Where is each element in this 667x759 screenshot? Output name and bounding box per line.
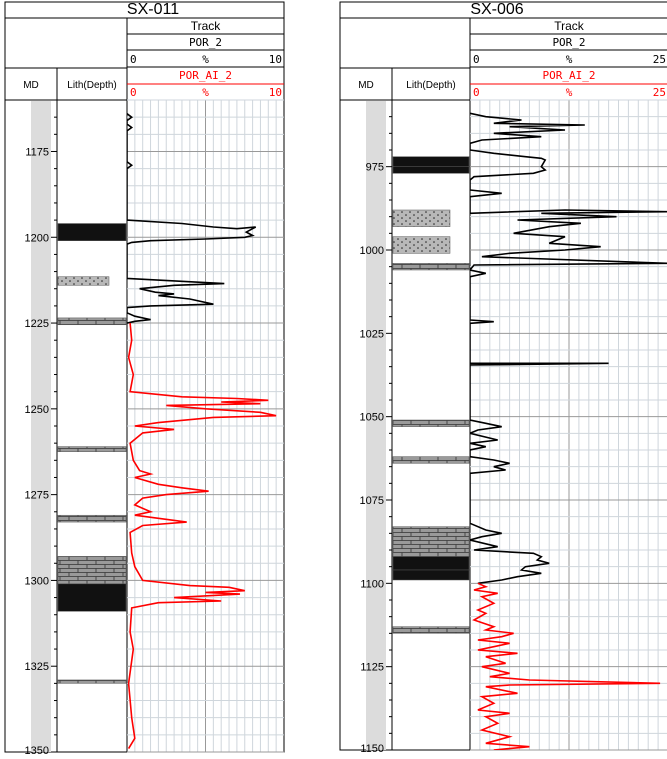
scale-unit-black: % bbox=[202, 53, 209, 66]
curve-name-por-ai: POR_AI_2 bbox=[543, 69, 596, 82]
curve-por-2 bbox=[127, 113, 257, 324]
curve-name-por-ai: POR_AI_2 bbox=[179, 69, 232, 82]
md-header: MD bbox=[358, 80, 374, 91]
lith-limestone bbox=[57, 556, 127, 585]
md-depth-band bbox=[366, 101, 386, 750]
well-track-sx-011 bbox=[4, 1, 285, 753]
track-label: Track bbox=[554, 19, 585, 33]
lith-sandstone bbox=[57, 276, 110, 286]
depth-tick-label: 1150 bbox=[360, 743, 384, 755]
lith-limestone bbox=[57, 679, 127, 684]
depth-tick-label: 1050 bbox=[360, 412, 384, 424]
lith-limestone bbox=[392, 626, 470, 634]
curve-por-ai-2 bbox=[472, 582, 661, 750]
scale-max-red: 25 bbox=[653, 86, 666, 99]
depth-tick-label: 1225 bbox=[25, 318, 49, 330]
lith-coal bbox=[392, 166, 470, 174]
lith-coal bbox=[57, 583, 127, 612]
lith-limestone bbox=[392, 456, 470, 464]
lith-limestone bbox=[57, 514, 127, 523]
well-title-sx-006: SX-006 bbox=[470, 1, 524, 18]
lith-limestone bbox=[392, 263, 470, 271]
depth-tick-label: 1025 bbox=[360, 328, 384, 340]
lith-coal bbox=[392, 156, 470, 167]
depth-tick-label: 1325 bbox=[25, 661, 49, 673]
lith-limestone bbox=[57, 446, 127, 452]
lith-limestone bbox=[392, 526, 470, 557]
curve-name-por: POR_2 bbox=[189, 36, 222, 49]
scale-min-red: 0 bbox=[130, 86, 137, 99]
curve-por-2 bbox=[470, 112, 667, 585]
depth-tick-label: 1175 bbox=[25, 146, 49, 158]
lith-coal bbox=[392, 569, 470, 581]
well-track-sx-006 bbox=[339, 1, 667, 751]
lith-sandstone bbox=[392, 209, 451, 227]
scale-unit-black: % bbox=[566, 53, 573, 66]
depth-tick-label: 975 bbox=[366, 162, 384, 174]
lith-limestone bbox=[392, 419, 470, 427]
depth-tick-label: 1350 bbox=[25, 745, 49, 757]
panel-frame bbox=[339, 1, 667, 751]
curve-name-por: POR_2 bbox=[552, 36, 585, 49]
track-label: Track bbox=[191, 19, 222, 33]
lith-coal bbox=[392, 556, 470, 571]
lith-limestone bbox=[57, 317, 127, 326]
scale-unit-red: % bbox=[202, 86, 209, 99]
scale-min-black: 0 bbox=[130, 53, 137, 66]
depth-tick-label: 1250 bbox=[25, 404, 49, 416]
depth-tick-label: 1200 bbox=[25, 232, 49, 244]
scale-min-red: 0 bbox=[473, 86, 480, 99]
depth-tick-label: 1300 bbox=[25, 575, 49, 587]
lith-header: Lith(Depth) bbox=[67, 80, 116, 91]
lith-coal bbox=[57, 223, 127, 241]
depth-tick-label: 1275 bbox=[25, 490, 49, 502]
md-depth-band bbox=[31, 101, 51, 752]
md-header: MD bbox=[23, 80, 39, 91]
depth-tick-label: 1000 bbox=[360, 245, 384, 257]
scale-min-black: 0 bbox=[473, 53, 480, 66]
scale-unit-red: % bbox=[566, 86, 573, 99]
scale-max-black: 25 bbox=[653, 53, 666, 66]
well-title-sx-011: SX-011 bbox=[126, 1, 180, 18]
scale-max-red: 10 bbox=[269, 86, 282, 99]
lith-header: Lith(Depth) bbox=[406, 80, 455, 91]
curve-por-ai-2 bbox=[127, 323, 277, 750]
depth-tick-label: 1100 bbox=[360, 578, 384, 590]
lith-sandstone bbox=[392, 236, 451, 254]
scale-max-black: 10 bbox=[269, 53, 282, 66]
depth-tick-label: 1075 bbox=[360, 495, 384, 507]
depth-tick-label: 1125 bbox=[360, 662, 384, 674]
